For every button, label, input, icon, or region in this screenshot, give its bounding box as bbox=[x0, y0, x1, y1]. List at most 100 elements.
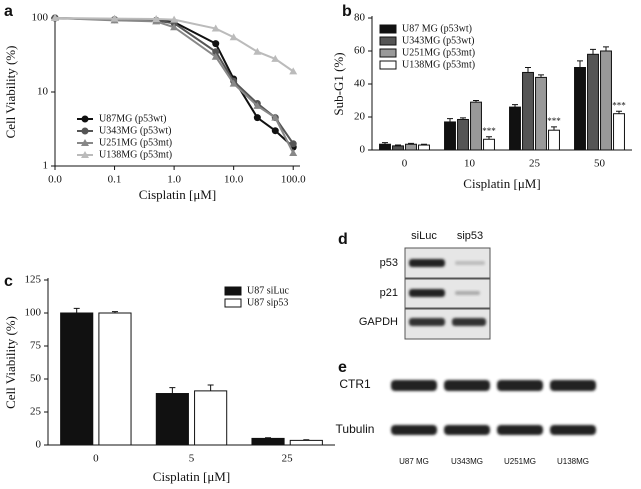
band bbox=[497, 425, 543, 435]
blot-e: e CTR1 Tubulin U87 MG U343MG U251MG U138… bbox=[336, 359, 596, 466]
x-tick-label: 0 bbox=[93, 453, 99, 465]
x-tick-label: 50 bbox=[594, 158, 606, 170]
bar bbox=[251, 437, 285, 446]
blot-d: d siLuc sip53 p53 p21 GAPDH bbox=[338, 230, 491, 340]
marker bbox=[253, 114, 261, 122]
band bbox=[444, 380, 490, 391]
band bbox=[391, 380, 437, 391]
error-bar bbox=[590, 48, 596, 55]
band bbox=[455, 291, 480, 295]
x-tick-label: 0.1 bbox=[108, 174, 122, 186]
significance: *** bbox=[482, 126, 496, 136]
bar bbox=[470, 101, 482, 151]
marker bbox=[253, 47, 262, 55]
band bbox=[497, 380, 543, 391]
panel-letter: a bbox=[4, 3, 13, 20]
error-bar bbox=[525, 67, 531, 73]
x-tick-label: 25 bbox=[282, 453, 294, 465]
row-label: p53 bbox=[380, 257, 398, 269]
error-bar bbox=[421, 143, 427, 146]
bar bbox=[379, 143, 391, 151]
series-line bbox=[54, 17, 294, 148]
band bbox=[391, 425, 437, 435]
legend-label: U87 sip53 bbox=[247, 297, 288, 308]
marker bbox=[51, 14, 59, 21]
bar bbox=[587, 53, 599, 151]
band bbox=[550, 425, 596, 435]
legend-swatch bbox=[379, 36, 397, 46]
marker bbox=[212, 48, 220, 56]
legend-label: U138MG (p53mt) bbox=[99, 149, 172, 160]
row-label: p21 bbox=[380, 287, 398, 299]
error-bar bbox=[473, 100, 479, 103]
marker bbox=[81, 127, 89, 135]
series-line bbox=[54, 17, 295, 154]
legend-label: U87 MG (p53wt) bbox=[402, 23, 472, 34]
marker bbox=[229, 79, 238, 87]
error-bar bbox=[512, 104, 518, 108]
band bbox=[455, 261, 485, 265]
error-bar bbox=[447, 118, 453, 122]
bar bbox=[535, 76, 547, 151]
x-tick-label: 10.0 bbox=[224, 174, 244, 186]
legend-swatch bbox=[379, 48, 397, 58]
bar bbox=[98, 312, 132, 446]
y-axis-label: Cell Viability (%) bbox=[3, 46, 18, 139]
panel-letter: e bbox=[338, 359, 347, 376]
row-label: GAPDH bbox=[359, 316, 398, 328]
significance: *** bbox=[547, 116, 561, 126]
marker bbox=[271, 54, 280, 62]
error-bar bbox=[408, 142, 414, 145]
band bbox=[409, 289, 445, 297]
y-tick-label: 25 bbox=[30, 406, 42, 418]
bar bbox=[613, 113, 625, 151]
bar bbox=[457, 118, 469, 151]
bar bbox=[289, 439, 323, 446]
y-tick-label: 80 bbox=[354, 12, 366, 24]
marker bbox=[271, 127, 279, 135]
x-tick-label: 1.0 bbox=[167, 174, 181, 186]
y-tick-label: 40 bbox=[354, 78, 366, 90]
bar bbox=[155, 393, 189, 446]
error-bar bbox=[265, 437, 272, 439]
x-axis-label: Cisplatin [μM] bbox=[463, 176, 540, 191]
error-bar bbox=[111, 311, 118, 313]
marker bbox=[81, 139, 89, 146]
legend-label: U138MG (p53mt) bbox=[402, 59, 475, 70]
error-bar bbox=[538, 74, 544, 78]
marker bbox=[152, 14, 161, 22]
lane-label: U138MG bbox=[557, 457, 589, 466]
error-bar bbox=[577, 60, 583, 68]
y-tick-label: 125 bbox=[25, 274, 42, 286]
panel-letter: b bbox=[342, 3, 352, 20]
x-axis-label: Cisplatin [μM] bbox=[153, 469, 230, 484]
bar bbox=[574, 67, 586, 151]
marker bbox=[229, 33, 238, 41]
marker bbox=[170, 23, 179, 31]
legend-label: U251MG (p53mt) bbox=[99, 137, 172, 148]
error-bar bbox=[460, 117, 466, 120]
legend-label: U251MG (p53mt) bbox=[402, 47, 475, 58]
error-bar bbox=[207, 384, 214, 391]
y-tick-label: 100 bbox=[32, 12, 49, 24]
marker bbox=[110, 14, 119, 22]
marker bbox=[81, 151, 89, 158]
y-tick-label: 0 bbox=[360, 144, 366, 156]
marker bbox=[289, 67, 298, 75]
y-tick-label: 1 bbox=[43, 160, 49, 172]
error-bar bbox=[382, 142, 388, 145]
error-bar bbox=[395, 144, 401, 146]
y-tick-label: 100 bbox=[25, 307, 42, 319]
marker bbox=[271, 113, 280, 121]
marker bbox=[289, 140, 297, 148]
y-axis-label: Cell Viability (%) bbox=[3, 316, 18, 409]
x-axis-label: Cisplatin [μM] bbox=[139, 187, 216, 202]
marker bbox=[211, 52, 220, 60]
panel-letter: d bbox=[338, 231, 348, 248]
error-bar bbox=[616, 110, 622, 114]
y-tick-label: 10 bbox=[37, 86, 49, 98]
bar bbox=[60, 312, 94, 446]
legend-label: U87MG (p53wt) bbox=[99, 113, 167, 124]
legend-label: U343MG (p53wt) bbox=[99, 125, 172, 136]
